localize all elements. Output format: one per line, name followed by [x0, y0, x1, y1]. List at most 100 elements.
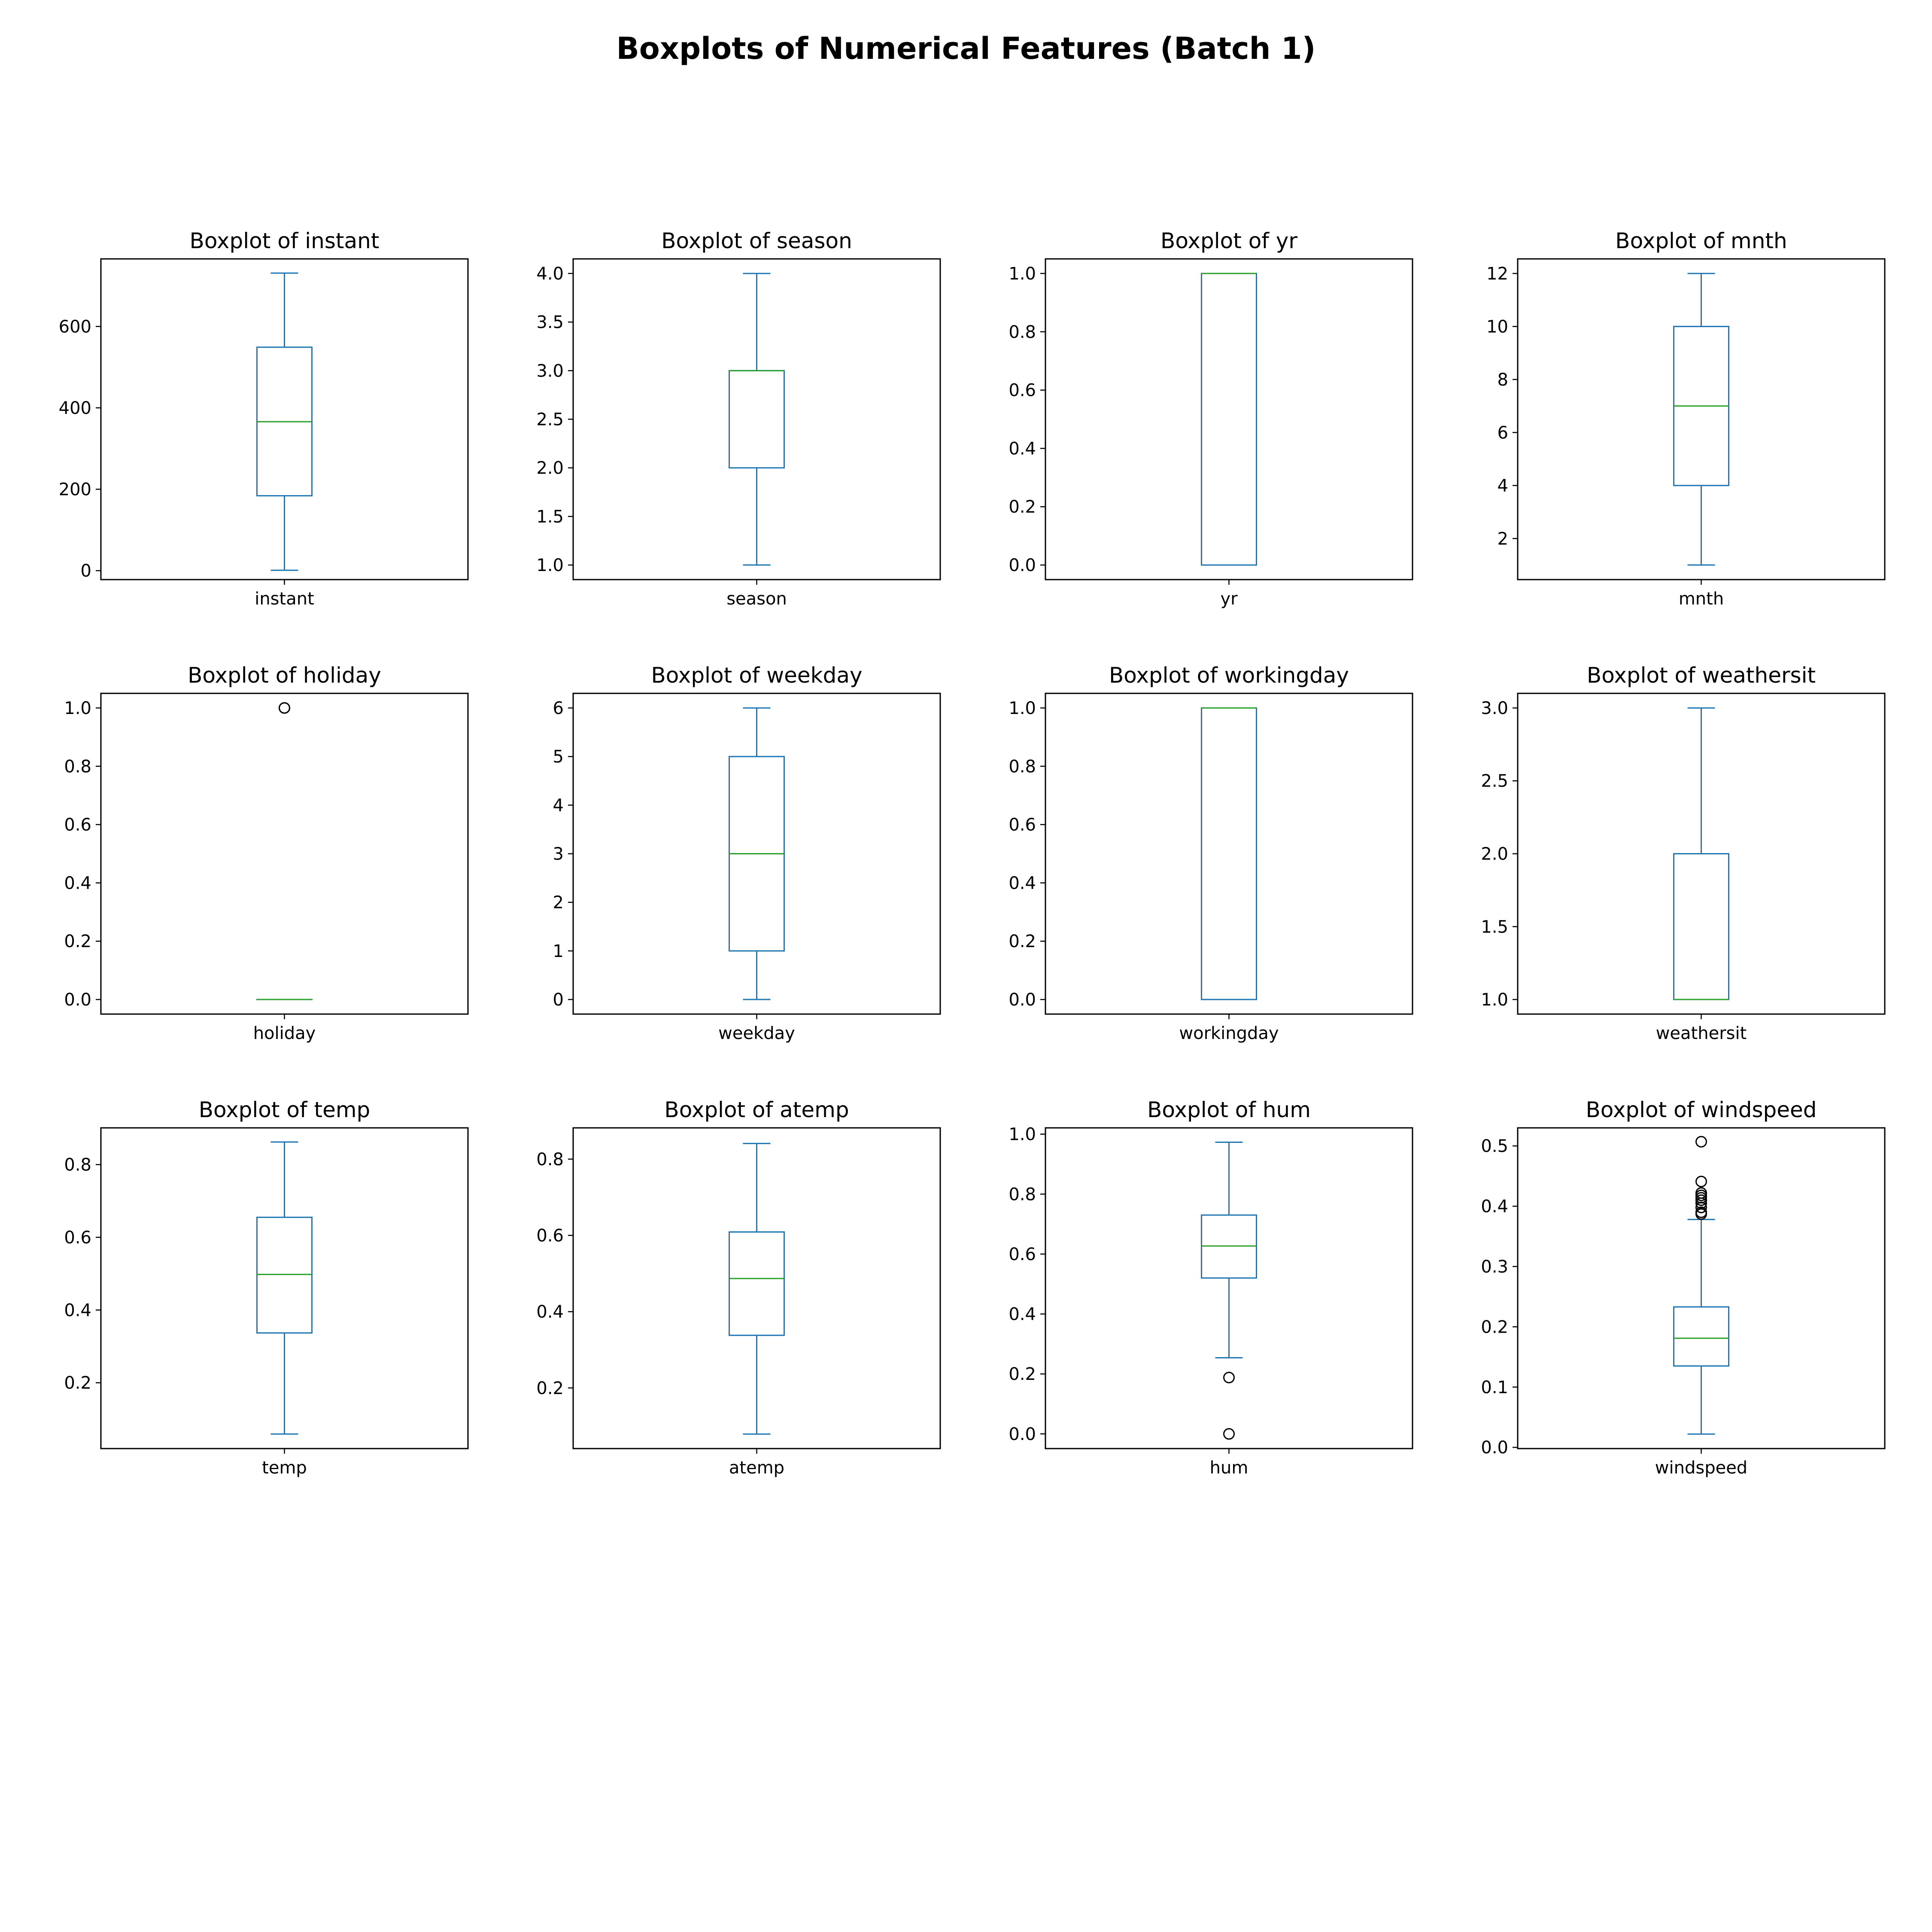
y-tick-label: 0.5	[1481, 1136, 1508, 1156]
y-tick-label: 4	[553, 796, 564, 815]
subplot-title: Boxplot of hum	[1147, 1097, 1311, 1122]
y-tick-label: 200	[59, 480, 91, 500]
subplot-title: Boxplot of windspeed	[1586, 1097, 1817, 1122]
x-category-label: mnth	[1679, 589, 1724, 609]
subplot-holiday: Boxplot of holiday 0.0 0.2 0.4 0.6 0.8 1.0 holi…	[64, 663, 469, 1043]
subplot-title: Boxplot of mnth	[1615, 228, 1787, 253]
x-category-label: holiday	[253, 1024, 316, 1043]
y-tick-label: 0.2	[1481, 1317, 1508, 1337]
y-tick-label: 6	[1498, 423, 1508, 443]
y-tick-label: 1.0	[1481, 990, 1508, 1010]
y-tick-label: 0.8	[1009, 757, 1036, 777]
x-category-label: hum	[1210, 1458, 1249, 1478]
subplot-season: Boxplot of season 1.0 1.5 2.0 2.5 3.0 3.5 4.0 se…	[536, 228, 941, 609]
plot-frame	[1045, 693, 1413, 1015]
y-tick-label: 0.2	[64, 932, 91, 951]
y-tick-label: 0.6	[1009, 1245, 1036, 1264]
y-tick-label: 0.1	[1481, 1378, 1508, 1397]
subplot-weathersit: Boxplot of weathersit 1.0 1.5 2.0 2.5 3.0 weat…	[1481, 663, 1886, 1043]
y-tick-label: 2.0	[1481, 844, 1508, 864]
x-category-label: atemp	[729, 1458, 784, 1478]
y-tick-label: 0.8	[64, 757, 91, 777]
subplot-hum: Boxplot of hum 0.0 0.2 0.4 0.6 0.8 1.0 hum	[1009, 1097, 1413, 1478]
y-tick-label: 400	[59, 398, 91, 418]
x-category-label: windspeed	[1655, 1458, 1747, 1478]
subplot-weekday: Boxplot of weekday 0 1 2 3 4 5 6 weekday	[553, 663, 941, 1043]
y-tick-label: 0.6	[1009, 815, 1036, 835]
plot-frame	[100, 693, 469, 1015]
y-tick-label: 1.0	[64, 699, 91, 718]
iqr-box	[729, 1231, 785, 1336]
figure-title: Boxplots of Numerical Features (Batch 1)	[616, 31, 1316, 66]
y-tick-label: 0.6	[1009, 381, 1036, 401]
y-tick-label: 0	[553, 990, 564, 1010]
outlier-point	[1695, 1201, 1707, 1213]
y-tick-label: 0.6	[536, 1226, 564, 1245]
x-category-label: season	[726, 589, 787, 609]
y-tick-label: 0.6	[64, 1228, 91, 1248]
y-tick-label: 4.0	[536, 264, 564, 284]
y-tick-label: 600	[59, 317, 91, 337]
y-tick-label: 0.4	[1009, 439, 1036, 459]
y-tick-label: 3	[553, 844, 564, 864]
outlier-point	[279, 702, 290, 714]
y-tick-label: 2.5	[1481, 772, 1508, 791]
y-tick-label: 0.2	[64, 1373, 91, 1393]
subplot-title: Boxplot of weekday	[651, 663, 862, 688]
iqr-box	[1201, 273, 1257, 566]
subplot-temp: Boxplot of temp 0.2 0.4 0.6 0.8 temp	[64, 1097, 469, 1478]
y-tick-label: 0.3	[1481, 1257, 1508, 1277]
y-tick-label: 1.0	[1009, 1125, 1036, 1145]
subplot-title: Boxplot of holiday	[188, 663, 381, 688]
subplot-title: Boxplot of weathersit	[1587, 663, 1816, 688]
x-category-label: instant	[255, 589, 314, 609]
subplot-yr: Boxplot of yr 0.0 0.2 0.4 0.6 0.8 1.0 yr	[1009, 228, 1413, 609]
y-tick-label: 1.0	[536, 556, 564, 575]
outlier-point	[1695, 1187, 1707, 1199]
y-tick-label: 0.0	[1009, 556, 1036, 575]
y-tick-label: 0.0	[1481, 1438, 1508, 1458]
y-tick-label: 0.0	[1009, 990, 1036, 1010]
y-tick-label: 0.4	[1009, 1305, 1036, 1324]
y-tick-label: 1.5	[1481, 917, 1508, 937]
x-category-label: temp	[262, 1458, 307, 1478]
outlier-point	[1695, 1136, 1707, 1148]
y-tick-label: 0.4	[536, 1302, 564, 1322]
y-tick-label: 1	[553, 942, 564, 961]
y-tick-label: 0.8	[64, 1155, 91, 1175]
y-tick-label: 3.0	[536, 361, 564, 381]
y-tick-label: 10	[1486, 317, 1508, 337]
y-tick-label: 2.0	[536, 459, 564, 478]
subplot-title: Boxplot of yr	[1160, 228, 1297, 253]
x-category-label: weathersit	[1656, 1024, 1747, 1043]
y-tick-label: 8	[1498, 370, 1508, 390]
subplot-windspeed: Boxplot of windspeed 0.0 0.1 0.2 0.3 0.4 0.5 wi…	[1481, 1097, 1886, 1478]
y-tick-label: 0.2	[536, 1379, 564, 1398]
y-tick-label: 2	[553, 893, 564, 913]
subplot-workingday: Boxplot of workingday 0.0 0.2 0.4 0.6 0.8 1.0 w…	[1009, 663, 1413, 1043]
subplot-title: Boxplot of temp	[199, 1097, 371, 1122]
y-tick-label: 0.4	[1481, 1197, 1508, 1217]
y-tick-label: 0.0	[64, 990, 91, 1010]
y-tick-label: 5	[553, 747, 564, 767]
y-tick-label: 2	[1498, 529, 1508, 549]
y-tick-label: 6	[553, 699, 564, 718]
iqr-box	[1673, 853, 1729, 1000]
iqr-box	[256, 1216, 313, 1334]
subplot-title: Boxplot of season	[661, 228, 852, 253]
y-tick-label: 12	[1486, 264, 1508, 284]
y-tick-label: 0.4	[64, 873, 91, 893]
y-tick-label: 0.2	[1009, 932, 1036, 951]
y-tick-label: 0.8	[1009, 322, 1036, 342]
y-tick-label: 0.4	[64, 1300, 91, 1320]
subplot-mnth: Boxplot of mnth 2 4 6 8 10 12 mnth	[1486, 228, 1886, 609]
outlier-point	[1223, 1372, 1235, 1384]
y-tick-label: 1.5	[536, 507, 564, 527]
x-category-label: weekday	[718, 1024, 795, 1043]
subplot-atemp: Boxplot of atemp 0.2 0.4 0.6 0.8 atemp	[536, 1097, 941, 1478]
y-tick-label: 0.6	[64, 815, 91, 835]
y-tick-label: 2.5	[536, 410, 564, 430]
outlier-point	[1223, 1428, 1235, 1440]
outlier-point	[1695, 1206, 1707, 1218]
y-tick-label: 0.8	[536, 1150, 564, 1170]
